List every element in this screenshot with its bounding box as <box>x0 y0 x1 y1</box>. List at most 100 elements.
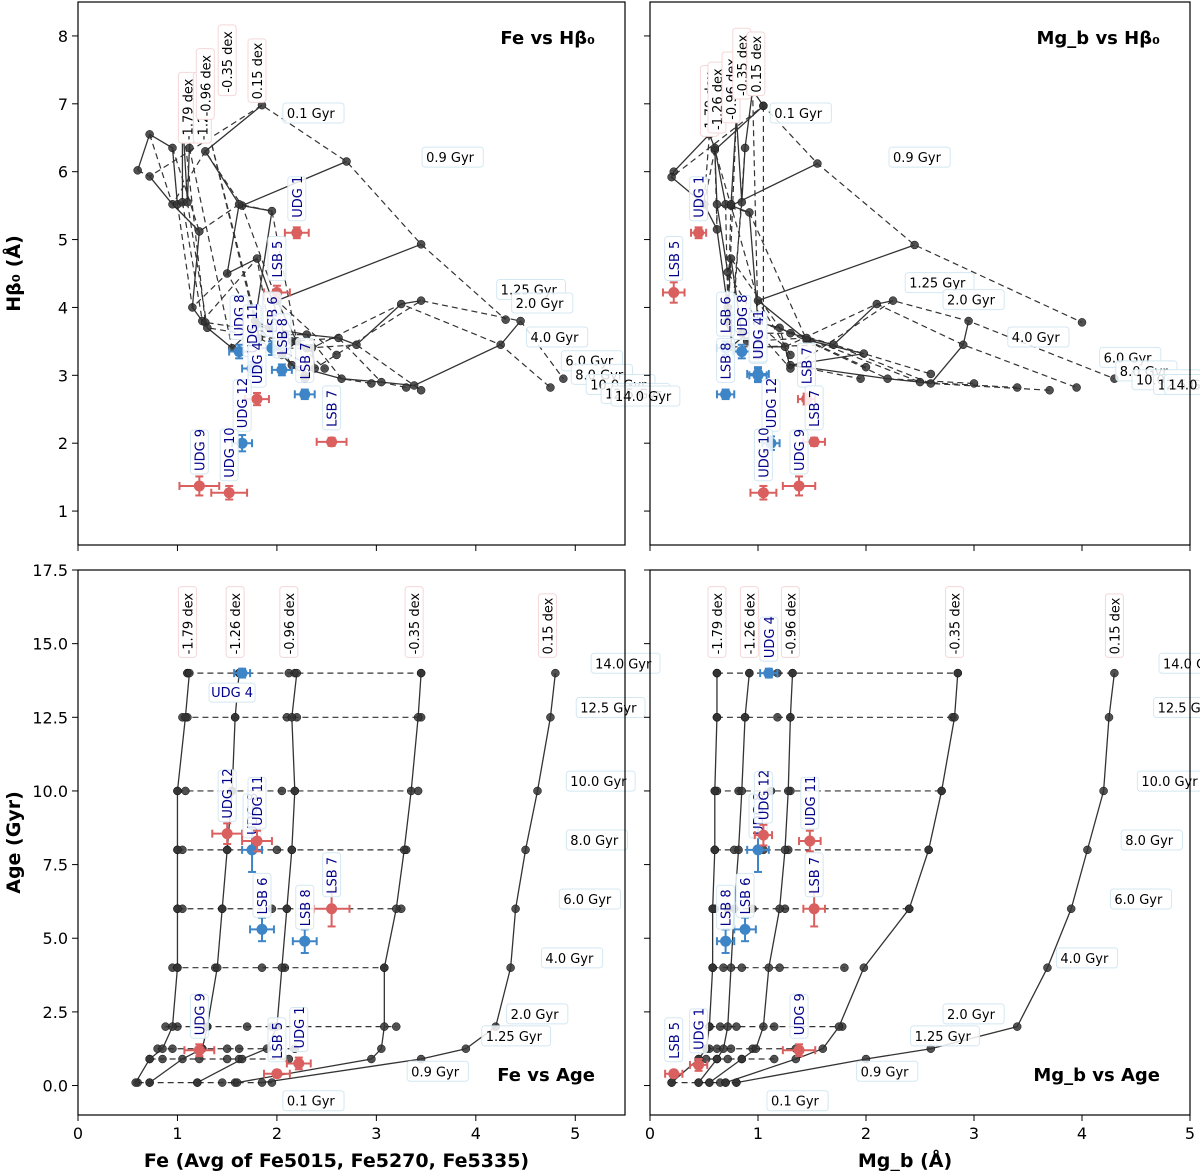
grid-node <box>1072 383 1081 392</box>
galaxy-label: UDG 9 <box>793 993 808 1035</box>
grid-node <box>461 1044 471 1053</box>
x-tick-label: 4 <box>1077 1124 1087 1143</box>
grid-node <box>753 296 763 305</box>
grid-node <box>786 713 795 722</box>
grid-node <box>818 1044 828 1053</box>
grid-node <box>737 1054 747 1064</box>
grid-node <box>745 668 754 678</box>
grid-node <box>1043 963 1052 972</box>
grid-node <box>958 340 968 350</box>
x-tick-label: 1 <box>753 1124 763 1143</box>
label-box <box>769 102 832 124</box>
label-box <box>789 993 809 1039</box>
grid-node <box>145 130 154 139</box>
galaxy-label: UDG 9 <box>193 993 208 1035</box>
galaxy-marker <box>668 1068 680 1080</box>
label-box <box>856 1060 919 1082</box>
y-axis-label: Age (Gyr) <box>3 791 25 894</box>
label-box <box>1153 696 1200 718</box>
age-label: 0.9 Gyr <box>411 1065 460 1080</box>
grid-node <box>416 668 426 678</box>
grid-node <box>759 101 768 111</box>
label-box <box>664 236 684 282</box>
metallicity-text: -0.35 dex <box>221 31 236 93</box>
grid-node <box>719 963 728 972</box>
grid-node <box>377 377 386 387</box>
metallicity-label: -0.96 dex <box>279 586 299 658</box>
galaxy-label: UDG 10 <box>757 427 772 477</box>
label-box <box>195 48 215 120</box>
metallicity-line <box>135 673 191 1083</box>
label-box <box>735 872 755 918</box>
label-box <box>780 586 800 658</box>
age-label: 4.0 Gyr <box>1012 331 1061 346</box>
label-box <box>716 884 736 930</box>
galaxy-marker <box>223 487 235 499</box>
galaxy-point: UDG 1 <box>285 1006 312 1071</box>
galaxy-marker <box>251 393 263 405</box>
y-tick-label: 2 <box>58 434 68 453</box>
age-label: 4.0 Gyr <box>545 952 594 967</box>
galaxy-label: LSB 7 <box>808 390 823 427</box>
galaxy-point: UDG 11 <box>241 776 273 853</box>
label-box <box>406 1060 469 1082</box>
metallicity-text: -0.35 dex <box>949 593 964 655</box>
galaxy-point: UDG 1 <box>688 1008 709 1072</box>
label-box <box>219 428 239 482</box>
metallicity-line <box>729 162 894 346</box>
galaxy-point: UDG 1 <box>689 176 709 240</box>
grid-node <box>131 1078 140 1087</box>
label-box <box>942 1003 1005 1025</box>
galaxy-marker <box>293 1057 305 1069</box>
galaxy-label: UDG 12 <box>221 768 236 818</box>
grid-node <box>737 963 747 972</box>
age-label: 0.9 Gyr <box>893 151 942 166</box>
grid-node <box>416 296 426 305</box>
galaxy-label: UDG 1 <box>693 176 708 218</box>
metallicity-label: -0.35 dex <box>217 24 237 97</box>
grid-node <box>496 340 505 350</box>
grid-node <box>409 381 419 390</box>
galaxy-label: LSB 6 <box>720 296 735 333</box>
grid-node <box>158 1044 167 1053</box>
y-axis-label: Hβ₀ (Å) <box>1 235 25 312</box>
galaxy-label: UDG 11 <box>246 303 261 353</box>
label-box <box>208 682 256 703</box>
grid-node <box>667 172 676 182</box>
grid-node <box>726 1044 736 1053</box>
grid-node <box>168 1022 177 1031</box>
galaxy-point: UDG 11 <box>798 776 822 853</box>
grid-node <box>145 1078 154 1087</box>
grid-node <box>277 963 287 972</box>
grid-node <box>352 340 361 350</box>
galaxy-marker <box>236 667 248 679</box>
grid-node <box>667 1078 676 1087</box>
label-box <box>225 586 245 658</box>
y-tick-label: 17.5 <box>32 561 68 580</box>
label-box <box>904 272 975 294</box>
age-label: 0.1 Gyr <box>771 1095 820 1110</box>
x-tick-label: 4 <box>471 1124 481 1143</box>
grid-node <box>267 206 277 216</box>
galaxy-label: LSB 7 <box>326 857 341 894</box>
label-box <box>759 616 779 662</box>
y-tick-label: 3 <box>58 366 68 385</box>
galaxy-marker <box>193 1044 205 1056</box>
grid-node <box>712 200 722 209</box>
galaxy-label: UDG 11 <box>251 776 266 826</box>
grid-node <box>924 845 933 855</box>
age-label: 0.1 Gyr <box>774 107 823 122</box>
label-box <box>282 102 345 124</box>
grid-node <box>234 200 244 209</box>
grid-node <box>769 1022 779 1031</box>
age-label: 12.5 Gyr <box>580 701 637 716</box>
grid-node <box>230 713 240 722</box>
label-box <box>279 586 299 658</box>
galaxy-marker <box>236 437 248 449</box>
grid-node <box>1077 318 1087 327</box>
grid-node <box>287 713 297 722</box>
panel-fe-vs-hbeta: -1.79 dex-1.26 dex-0.96 dex-0.35 dex0.15… <box>1 1 681 551</box>
grid-node <box>737 197 747 207</box>
label-box <box>252 872 272 918</box>
metallicity-text: 0.15 dex <box>251 42 266 99</box>
